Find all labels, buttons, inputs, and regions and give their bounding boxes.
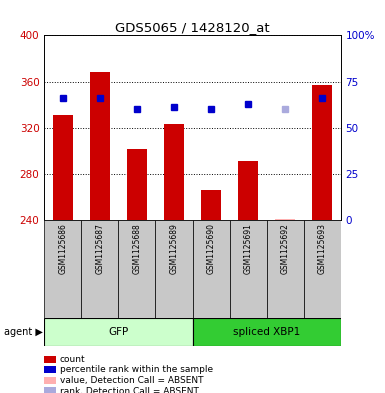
Bar [304,220,341,318]
Bar [229,220,266,318]
Text: rank, Detection Call = ABSENT: rank, Detection Call = ABSENT [60,387,199,393]
Bar [201,190,221,220]
Bar [312,85,332,220]
Bar [275,219,295,220]
Text: percentile rank within the sample: percentile rank within the sample [60,365,213,374]
Text: count: count [60,355,85,364]
Bar [53,115,73,220]
Text: GSM1125693: GSM1125693 [318,223,327,274]
Text: GSM1125690: GSM1125690 [206,223,216,274]
Bar [156,220,192,318]
Text: GSM1125691: GSM1125691 [244,223,253,274]
Title: GDS5065 / 1428120_at: GDS5065 / 1428120_at [115,21,270,34]
Bar [119,220,156,318]
Text: GSM1125688: GSM1125688 [132,223,141,274]
Text: GSM1125687: GSM1125687 [95,223,104,274]
Text: GSM1125686: GSM1125686 [58,223,67,274]
Text: GSM1125692: GSM1125692 [281,223,290,274]
Bar [192,220,229,318]
Text: spliced XBP1: spliced XBP1 [233,327,300,337]
Text: value, Detection Call = ABSENT: value, Detection Call = ABSENT [60,376,203,385]
Bar [44,220,81,318]
Text: GSM1125689: GSM1125689 [169,223,179,274]
Bar [267,220,304,318]
Bar [127,149,147,220]
Bar [164,124,184,220]
Bar [90,72,110,220]
Bar [81,220,119,318]
Bar [238,161,258,220]
Bar [44,318,192,346]
Text: agent ▶: agent ▶ [4,327,43,337]
Text: GFP: GFP [108,327,129,337]
Bar [192,318,341,346]
